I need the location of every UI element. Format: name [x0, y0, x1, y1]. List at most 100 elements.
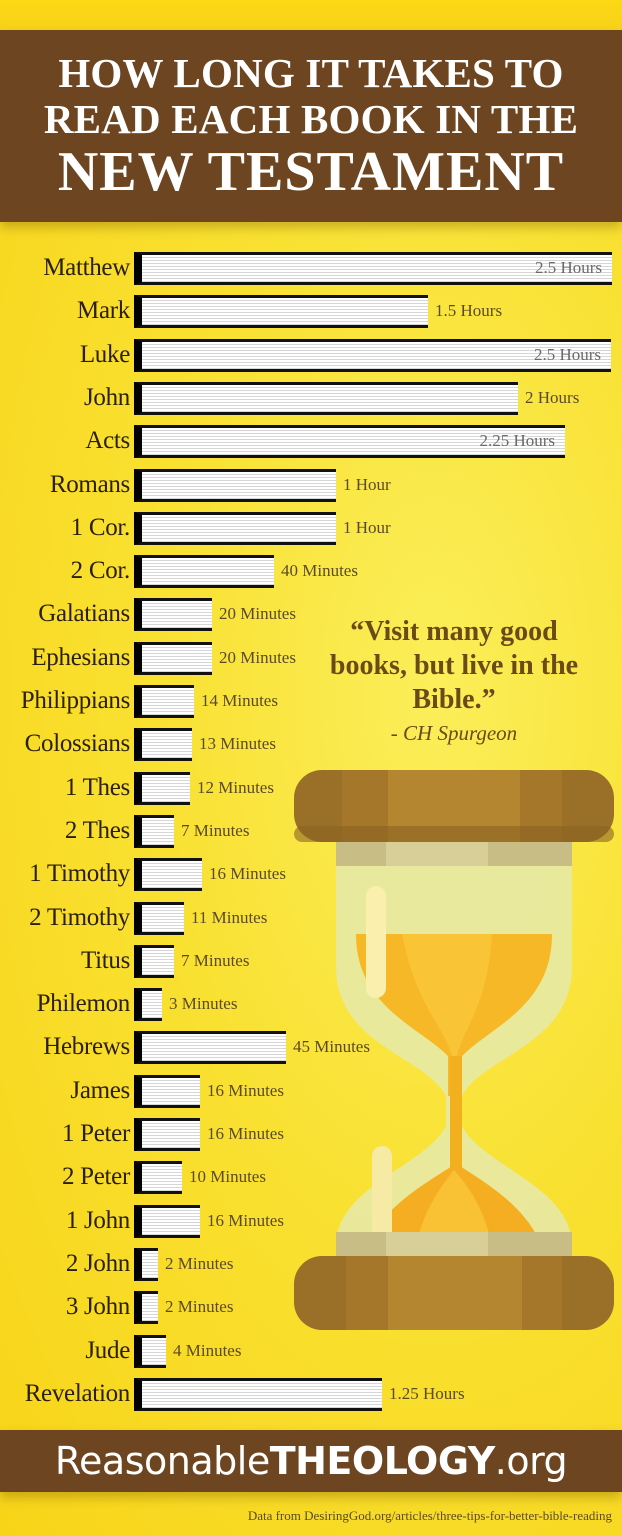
- title-banner: HOW LONG IT TAKES TO READ EACH BOOK IN T…: [0, 30, 622, 222]
- book-bar: [134, 858, 202, 892]
- bar-row: Mark 1.5 Hours: [0, 291, 622, 331]
- book-label: 2 Cor.: [70, 557, 131, 585]
- bar-row: Colossians 13 Minutes: [0, 724, 622, 764]
- book-label: Ephesians: [31, 643, 130, 671]
- bar-row: Romans 1 Hour: [0, 465, 622, 505]
- book-label: Acts: [85, 427, 130, 455]
- bar-row: Matthew 2.5 Hours: [0, 248, 622, 288]
- value-label: 7 Minutes: [181, 820, 250, 840]
- book-bar: [134, 555, 274, 589]
- value-label: 7 Minutes: [181, 950, 250, 970]
- book-bar: [134, 1161, 182, 1195]
- bar-row: Philemon 3 Minutes: [0, 984, 622, 1024]
- value-label: 16 Minutes: [207, 1210, 284, 1230]
- book-label: Romans: [49, 470, 130, 498]
- brand-banner: Reasonable THEOLOGY .org: [0, 1430, 622, 1492]
- book-label: Colossians: [24, 730, 131, 758]
- bar-row: Revelation 1.25 Hours: [0, 1374, 622, 1414]
- book-label: 2 Peter: [61, 1163, 130, 1191]
- book-bar: [134, 944, 174, 978]
- value-label: 16 Minutes: [207, 1124, 284, 1143]
- book-label: Titus: [80, 946, 130, 974]
- book-label: Jude: [85, 1336, 130, 1364]
- bar-row: Luke 2.5 Hours: [0, 335, 622, 375]
- book-bar: [134, 685, 194, 718]
- book-bar: [134, 1204, 200, 1238]
- book-bar: [134, 1074, 200, 1108]
- top-strip: [0, 0, 622, 30]
- value-label: 2 Minutes: [165, 1253, 234, 1273]
- bar-row: John 2 Hours: [0, 378, 622, 418]
- book-bar: [134, 425, 565, 459]
- book-bar: [134, 641, 212, 675]
- value-label: 10 Minutes: [189, 1167, 266, 1187]
- bar-row: 3 John 2 Minutes: [0, 1287, 622, 1327]
- value-label: 2.5 Hours: [534, 258, 602, 277]
- quote-text: “Visit many good books, but live in the …: [329, 616, 579, 715]
- book-bar: [134, 381, 518, 415]
- brand-prefix: Reasonable: [54, 1439, 270, 1483]
- value-label: 2.5 Hours: [533, 344, 601, 364]
- book-label: 2 Timothy: [29, 903, 130, 931]
- book-label: Mark: [77, 297, 130, 325]
- bar-row: 2 Peter 10 Minutes: [0, 1157, 622, 1197]
- book-label: 2 John: [65, 1249, 130, 1277]
- value-label: 3 Minutes: [169, 994, 238, 1014]
- bar-row: Hebrews 45 Minutes: [0, 1027, 622, 1067]
- book-bar: [134, 1377, 382, 1411]
- book-bar: [134, 728, 192, 762]
- value-label: 16 Minutes: [209, 864, 286, 884]
- quote-author: - CH Spurgeon: [390, 721, 518, 745]
- book-label: John: [83, 383, 130, 411]
- bar-row: Philippians 14 Minutes: [0, 681, 622, 721]
- book-bar: [134, 338, 611, 372]
- bar-row: Jude 4 Minutes: [0, 1331, 622, 1371]
- value-label: 40 Minutes: [281, 561, 358, 581]
- value-label: 4 Minutes: [173, 1340, 242, 1360]
- book-label: Luke: [79, 340, 130, 368]
- bar-row: James 16 Minutes: [0, 1071, 622, 1111]
- value-label: 45 Minutes: [293, 1037, 370, 1057]
- book-bar: [134, 511, 336, 545]
- book-label: James: [70, 1076, 130, 1104]
- book-label: 1 Peter: [61, 1120, 130, 1147]
- bar-row: 1 Thes 12 Minutes: [0, 768, 622, 808]
- title-line-2: READ EACH BOOK IN THE: [43, 96, 579, 142]
- value-label: 1.5 Hours: [435, 301, 503, 321]
- bar-row: Ephesians 20 Minutes: [0, 638, 622, 678]
- book-bar: [134, 295, 428, 329]
- title-line-1: HOW LONG IT TAKES TO: [58, 50, 564, 96]
- quote-block: “Visit many good books, but live in the …: [318, 615, 590, 747]
- book-bar: [134, 1118, 200, 1151]
- value-label: 1 Hour: [343, 517, 391, 537]
- bar-row: 1 Peter 16 Minutes: [0, 1114, 622, 1154]
- bar-row: Acts 2.25 Hours: [0, 421, 622, 461]
- bar-row: 2 Thes 7 Minutes: [0, 811, 622, 851]
- book-bar: [134, 901, 184, 935]
- value-label: 11 Minutes: [191, 907, 268, 927]
- book-bar: [134, 468, 336, 502]
- value-label: 2 Minutes: [165, 1297, 234, 1317]
- book-label: 2 Thes: [64, 816, 130, 844]
- brand-suffix: .org: [494, 1439, 568, 1483]
- book-label: Hebrews: [43, 1033, 130, 1061]
- book-label: Matthew: [43, 254, 130, 281]
- book-bar: [134, 1291, 158, 1325]
- book-bar: [134, 771, 190, 805]
- value-label: 20 Minutes: [219, 604, 296, 624]
- value-label: 1 Hour: [343, 474, 391, 494]
- book-bar: [134, 1247, 158, 1281]
- value-label: 13 Minutes: [199, 734, 276, 754]
- book-bar: [134, 814, 174, 848]
- value-label: 1.25 Hours: [389, 1383, 465, 1403]
- book-label: Revelation: [24, 1379, 131, 1407]
- value-label: 12 Minutes: [197, 777, 274, 797]
- brand-bold: THEOLOGY: [269, 1439, 496, 1483]
- value-label: 2.25 Hours: [479, 431, 555, 451]
- bar-row: 1 Cor. 1 Hour: [0, 508, 622, 548]
- bar-row: 1 John 16 Minutes: [0, 1201, 622, 1241]
- book-label: 1 John: [65, 1206, 130, 1234]
- hourglass-icon: [294, 770, 614, 1330]
- book-bar: [134, 1334, 166, 1368]
- value-label: 16 Minutes: [207, 1080, 284, 1100]
